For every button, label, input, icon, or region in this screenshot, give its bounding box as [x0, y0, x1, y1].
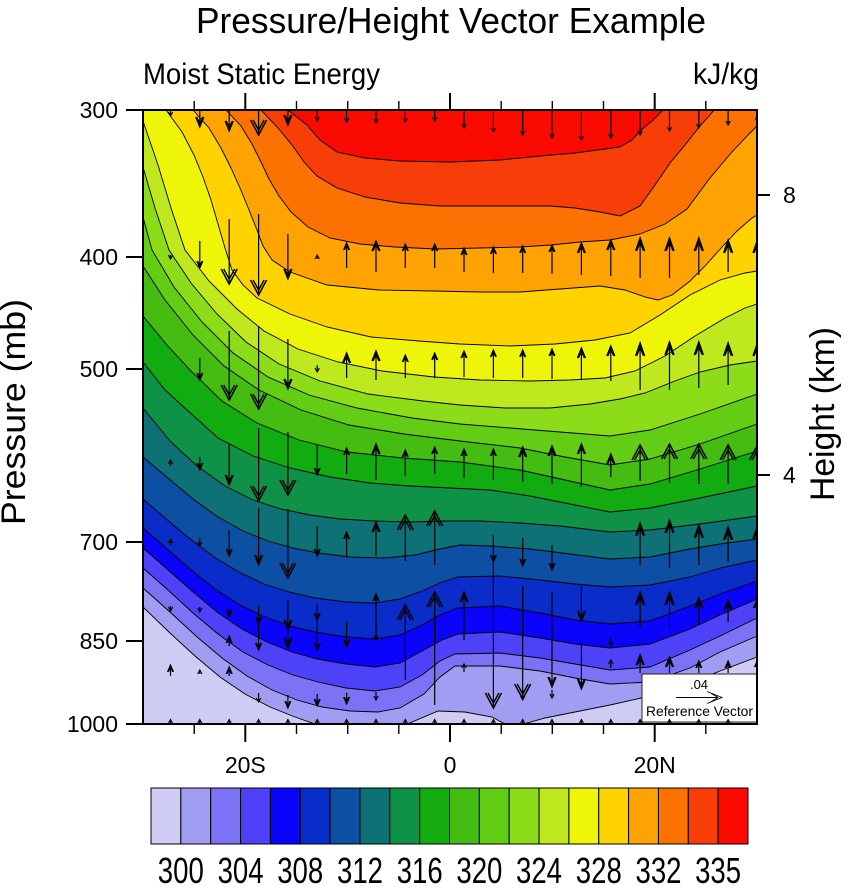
svg-text:700: 700	[80, 529, 118, 555]
svg-text:1000: 1000	[67, 711, 118, 737]
svg-text:Height (km): Height (km)	[804, 327, 842, 501]
svg-text:332: 332	[636, 850, 682, 890]
svg-text:Reference Vector: Reference Vector	[646, 703, 753, 719]
svg-text:300: 300	[158, 850, 204, 890]
svg-text:328: 328	[576, 850, 622, 890]
svg-text:Moist Static Energy: Moist Static Energy	[143, 58, 380, 91]
svg-text:8: 8	[783, 182, 796, 208]
svg-text:20S: 20S	[225, 752, 266, 778]
svg-text:kJ/kg: kJ/kg	[693, 58, 759, 91]
svg-text:Pressure (mb): Pressure (mb)	[0, 299, 33, 525]
svg-text:0: 0	[444, 752, 457, 778]
svg-text:500: 500	[80, 356, 118, 382]
svg-text:.04: .04	[690, 677, 708, 692]
svg-text:312: 312	[337, 850, 383, 890]
svg-text:335: 335	[695, 850, 741, 890]
svg-text:324: 324	[516, 850, 562, 890]
svg-text:308: 308	[277, 850, 323, 890]
svg-text:400: 400	[80, 244, 118, 270]
svg-text:304: 304	[218, 850, 264, 890]
svg-text:Pressure/Height Vector Example: Pressure/Height Vector Example	[196, 0, 706, 41]
svg-text:20N: 20N	[634, 752, 676, 778]
svg-text:320: 320	[456, 850, 502, 890]
svg-text:316: 316	[397, 850, 443, 890]
svg-text:850: 850	[80, 628, 118, 654]
svg-text:4: 4	[783, 462, 796, 488]
svg-text:300: 300	[80, 97, 118, 123]
